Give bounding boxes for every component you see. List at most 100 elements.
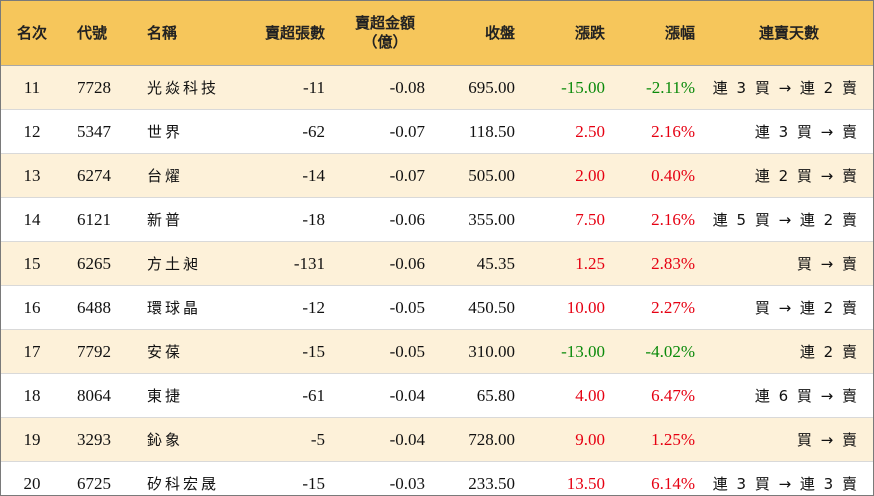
cell-net-sell-amount: -0.06 xyxy=(335,197,435,242)
header-code: 代號 xyxy=(63,1,133,66)
cell-streak: 買 → 連 2 賣 xyxy=(705,285,873,330)
cell-change: 4.00 xyxy=(525,373,615,418)
cell-change-pct: 6.14% xyxy=(615,461,705,495)
cell-streak: 連 3 買 → 連 2 賣 xyxy=(705,65,873,110)
table-row: 19 3293 鈊象 -5 -0.04 728.00 9.00 1.25% 買 … xyxy=(1,417,873,462)
cell-net-sell-amount: -0.04 xyxy=(335,373,435,418)
cell-code: 8064 xyxy=(63,373,133,418)
cell-close: 505.00 xyxy=(435,153,525,198)
cell-close: 355.00 xyxy=(435,197,525,242)
cell-change-pct: -2.11% xyxy=(615,65,705,110)
cell-change-pct: 2.83% xyxy=(615,241,705,286)
cell-change-pct: 0.40% xyxy=(615,153,705,198)
header-net-sell-amount-line2: （億） xyxy=(362,33,408,51)
cell-net-sell-lots: -5 xyxy=(233,417,335,462)
cell-streak: 連 2 賣 xyxy=(705,329,873,374)
cell-change-pct: 2.16% xyxy=(615,109,705,154)
cell-change-pct: 1.25% xyxy=(615,417,705,462)
table-row: 16 6488 環球晶 -12 -0.05 450.50 10.00 2.27%… xyxy=(1,285,873,330)
cell-code: 6274 xyxy=(63,153,133,198)
cell-rank: 20 xyxy=(1,461,63,495)
cell-rank: 12 xyxy=(1,109,63,154)
cell-name: 新普 xyxy=(133,197,233,242)
cell-streak: 連 6 買 → 賣 xyxy=(705,373,873,418)
cell-code: 6265 xyxy=(63,241,133,286)
cell-name: 世界 xyxy=(133,109,233,154)
cell-rank: 17 xyxy=(1,329,63,374)
cell-code: 6121 xyxy=(63,197,133,242)
cell-name: 矽科宏晟 xyxy=(133,461,233,495)
cell-rank: 18 xyxy=(1,373,63,418)
cell-net-sell-lots: -15 xyxy=(233,461,335,495)
cell-net-sell-lots: -62 xyxy=(233,109,335,154)
cell-change: 2.50 xyxy=(525,109,615,154)
cell-code: 3293 xyxy=(63,417,133,462)
header-close: 收盤 xyxy=(435,1,525,66)
table-header: 名次 代號 名稱 賣超張數 賣超金額 （億） 收盤 漲跌 漲幅 連賣天數 xyxy=(1,1,873,66)
cell-net-sell-lots: -61 xyxy=(233,373,335,418)
cell-change: 9.00 xyxy=(525,417,615,462)
cell-streak: 買 → 賣 xyxy=(705,241,873,286)
table-row: 20 6725 矽科宏晟 -15 -0.03 233.50 13.50 6.14… xyxy=(1,461,873,495)
cell-code: 7792 xyxy=(63,329,133,374)
cell-net-sell-amount: -0.04 xyxy=(335,417,435,462)
cell-name: 台燿 xyxy=(133,153,233,198)
table-row: 17 7792 安葆 -15 -0.05 310.00 -13.00 -4.02… xyxy=(1,329,873,374)
cell-streak: 連 5 買 → 連 2 賣 xyxy=(705,197,873,242)
header-net-sell-lots: 賣超張數 xyxy=(233,1,335,66)
cell-change-pct: -4.02% xyxy=(615,329,705,374)
cell-change: -13.00 xyxy=(525,329,615,374)
cell-rank: 13 xyxy=(1,153,63,198)
cell-net-sell-amount: -0.05 xyxy=(335,285,435,330)
cell-code: 6725 xyxy=(63,461,133,495)
header-name: 名稱 xyxy=(133,1,233,66)
table-row: 14 6121 新普 -18 -0.06 355.00 7.50 2.16% 連… xyxy=(1,197,873,242)
header-row: 名次 代號 名稱 賣超張數 賣超金額 （億） 收盤 漲跌 漲幅 連賣天數 xyxy=(1,1,873,66)
cell-streak: 連 3 買 → 賣 xyxy=(705,109,873,154)
cell-streak: 連 2 買 → 賣 xyxy=(705,153,873,198)
cell-close: 118.50 xyxy=(435,109,525,154)
cell-change: 2.00 xyxy=(525,153,615,198)
table-row: 11 7728 光焱科技 -11 -0.08 695.00 -15.00 -2.… xyxy=(1,65,873,110)
table-row: 18 8064 東捷 -61 -0.04 65.80 4.00 6.47% 連 … xyxy=(1,373,873,418)
cell-close: 65.80 xyxy=(435,373,525,418)
cell-name: 環球晶 xyxy=(133,285,233,330)
cell-change: 10.00 xyxy=(525,285,615,330)
header-change: 漲跌 xyxy=(525,1,615,66)
cell-streak: 買 → 賣 xyxy=(705,417,873,462)
cell-net-sell-amount: -0.07 xyxy=(335,153,435,198)
cell-change: -15.00 xyxy=(525,65,615,110)
cell-net-sell-amount: -0.06 xyxy=(335,241,435,286)
header-net-sell-amount: 賣超金額 （億） xyxy=(335,1,435,66)
table-row: 15 6265 方土昶 -131 -0.06 45.35 1.25 2.83% … xyxy=(1,241,873,286)
cell-name: 光焱科技 xyxy=(133,65,233,110)
cell-code: 5347 xyxy=(63,109,133,154)
cell-name: 東捷 xyxy=(133,373,233,418)
table-row: 13 6274 台燿 -14 -0.07 505.00 2.00 0.40% 連… xyxy=(1,153,873,198)
cell-code: 7728 xyxy=(63,65,133,110)
cell-rank: 14 xyxy=(1,197,63,242)
cell-code: 6488 xyxy=(63,285,133,330)
cell-rank: 15 xyxy=(1,241,63,286)
cell-name: 安葆 xyxy=(133,329,233,374)
cell-name: 鈊象 xyxy=(133,417,233,462)
cell-close: 450.50 xyxy=(435,285,525,330)
cell-net-sell-lots: -11 xyxy=(233,65,335,110)
cell-name: 方土昶 xyxy=(133,241,233,286)
cell-net-sell-lots: -131 xyxy=(233,241,335,286)
cell-close: 695.00 xyxy=(435,65,525,110)
header-streak: 連賣天數 xyxy=(705,1,873,66)
cell-rank: 19 xyxy=(1,417,63,462)
cell-close: 233.50 xyxy=(435,461,525,495)
cell-rank: 11 xyxy=(1,65,63,110)
cell-change: 7.50 xyxy=(525,197,615,242)
header-change-pct: 漲幅 xyxy=(615,1,705,66)
cell-change-pct: 6.47% xyxy=(615,373,705,418)
cell-close: 45.35 xyxy=(435,241,525,286)
table-body: 11 7728 光焱科技 -11 -0.08 695.00 -15.00 -2.… xyxy=(1,65,873,495)
header-rank: 名次 xyxy=(1,1,63,66)
cell-net-sell-lots: -15 xyxy=(233,329,335,374)
cell-close: 728.00 xyxy=(435,417,525,462)
cell-net-sell-lots: -12 xyxy=(233,285,335,330)
